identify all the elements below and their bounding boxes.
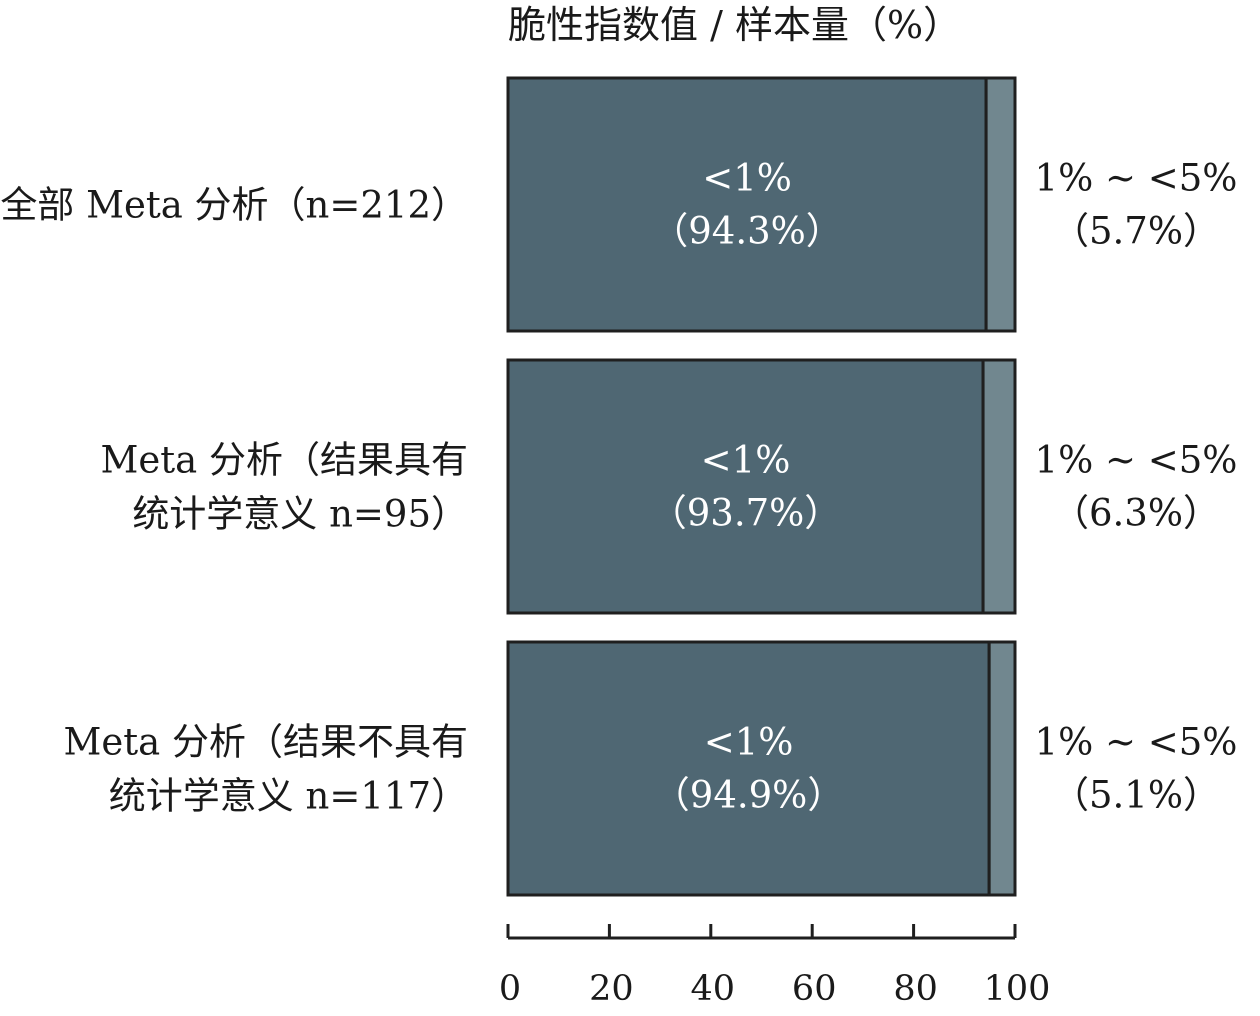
- bar-segment-lt1-2: [506, 358, 985, 615]
- chart-title: 脆性指数值 / 样本量（%）: [508, 3, 961, 47]
- bar-label-name-2: <1%: [701, 439, 791, 482]
- bar-segment-lt1-1: [506, 76, 988, 333]
- bar-label-name-3: <1%: [704, 721, 794, 764]
- side-label-name-1: 1% ~ <5%: [1035, 157, 1238, 200]
- bar-label-value-3: （94.9%）: [653, 774, 845, 817]
- bars-group: [506, 76, 1017, 897]
- category-label-2-line-2: 统计学意义 n=95）: [132, 493, 468, 536]
- category-label-3-line-1: Meta 分析（结果不具有: [64, 721, 468, 764]
- x-tick-label-20: 20: [589, 969, 634, 1009]
- bar-segment-1to5-2: [981, 358, 1017, 615]
- side-label-value-3: （5.1%）: [1052, 774, 1220, 817]
- bar-label-value-1: （94.3%）: [651, 210, 843, 253]
- category-label-2-line-1: Meta 分析（结果具有: [101, 439, 468, 482]
- bar-segment-1to5-1: [984, 76, 1017, 333]
- side-label-value-2: （6.3%）: [1052, 492, 1220, 535]
- bar-label-name-1: <1%: [702, 157, 792, 200]
- side-label-name-2: 1% ~ <5%: [1035, 439, 1238, 482]
- bar-label-value-2: （93.7%）: [650, 492, 842, 535]
- x-tick-label-0: 0: [499, 969, 521, 1009]
- x-tick-label-60: 60: [792, 969, 837, 1009]
- x-tick-label-100: 100: [984, 969, 1051, 1009]
- bar-segment-1to5-3: [987, 640, 1017, 897]
- x-tick-label-40: 40: [691, 969, 736, 1009]
- side-label-value-1: （5.7%）: [1052, 210, 1220, 253]
- x-tick-label-80: 80: [893, 969, 938, 1009]
- in-bar-labels: <1% （94.3%） <1% （93.7%） <1% （94.9%）: [650, 157, 845, 817]
- side-labels: 1% ~ <5% （5.7%） 1% ~ <5% （6.3%） 1% ~ <5% （5.1…: [1035, 157, 1238, 817]
- category-label-1-line-1: 全部 Meta 分析（n=212）: [0, 184, 468, 227]
- bar-segment-lt1-3: [506, 640, 991, 897]
- side-label-name-3: 1% ~ <5%: [1035, 721, 1238, 764]
- x-axis: 0 20 40 60 80 100: [499, 924, 1051, 1009]
- category-label-3-line-2: 统计学意义 n=117）: [109, 775, 468, 818]
